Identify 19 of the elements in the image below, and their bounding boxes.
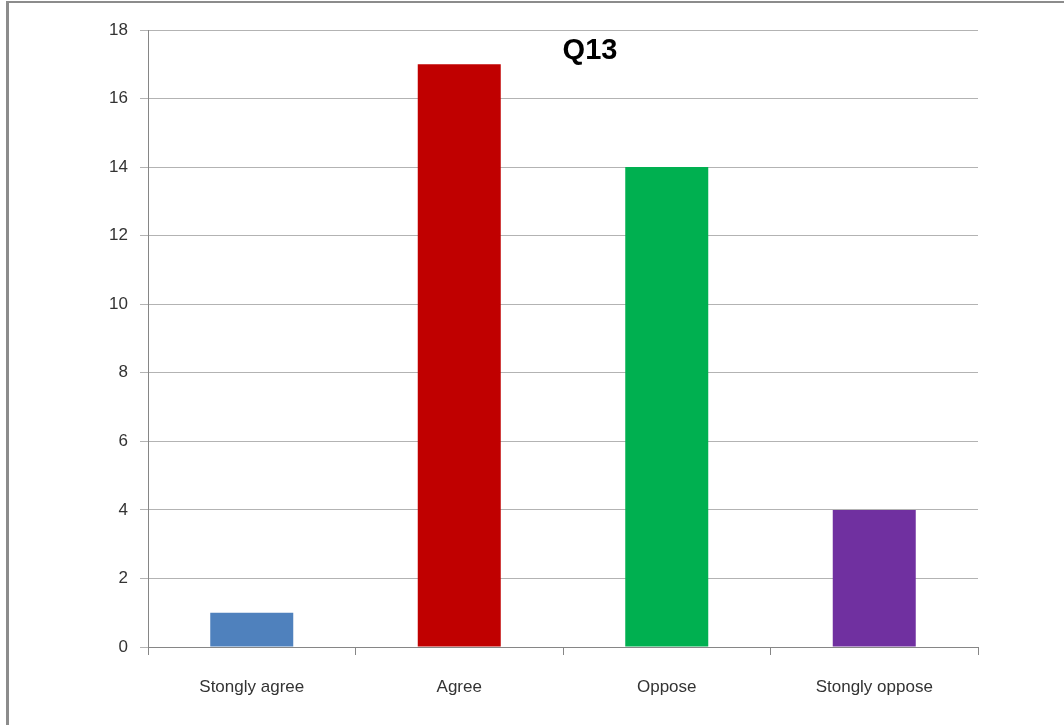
x-tick-label: Oppose: [636, 676, 697, 696]
y-tick-label: 10: [109, 293, 128, 313]
x-tick-label: Agree: [436, 676, 482, 696]
y-tick-label: 12: [109, 225, 128, 245]
y-tick-label: 14: [109, 156, 128, 176]
x-tick-label: Stongly oppose: [815, 676, 933, 696]
y-tick-label: 6: [118, 431, 128, 451]
y-tick-label: 16: [109, 88, 128, 108]
chart-title: Q13: [562, 33, 618, 65]
y-tick-label: 8: [118, 362, 128, 382]
y-tick-label: 0: [118, 636, 128, 656]
y-tick-label: 4: [118, 499, 128, 519]
bar: [625, 167, 709, 647]
y-tick-label: 2: [118, 568, 128, 588]
bar: [832, 509, 916, 647]
bar: [417, 64, 501, 647]
x-tick-label: Stongly agree: [199, 676, 305, 696]
bar: [210, 612, 294, 647]
y-tick-label: 18: [109, 19, 128, 39]
